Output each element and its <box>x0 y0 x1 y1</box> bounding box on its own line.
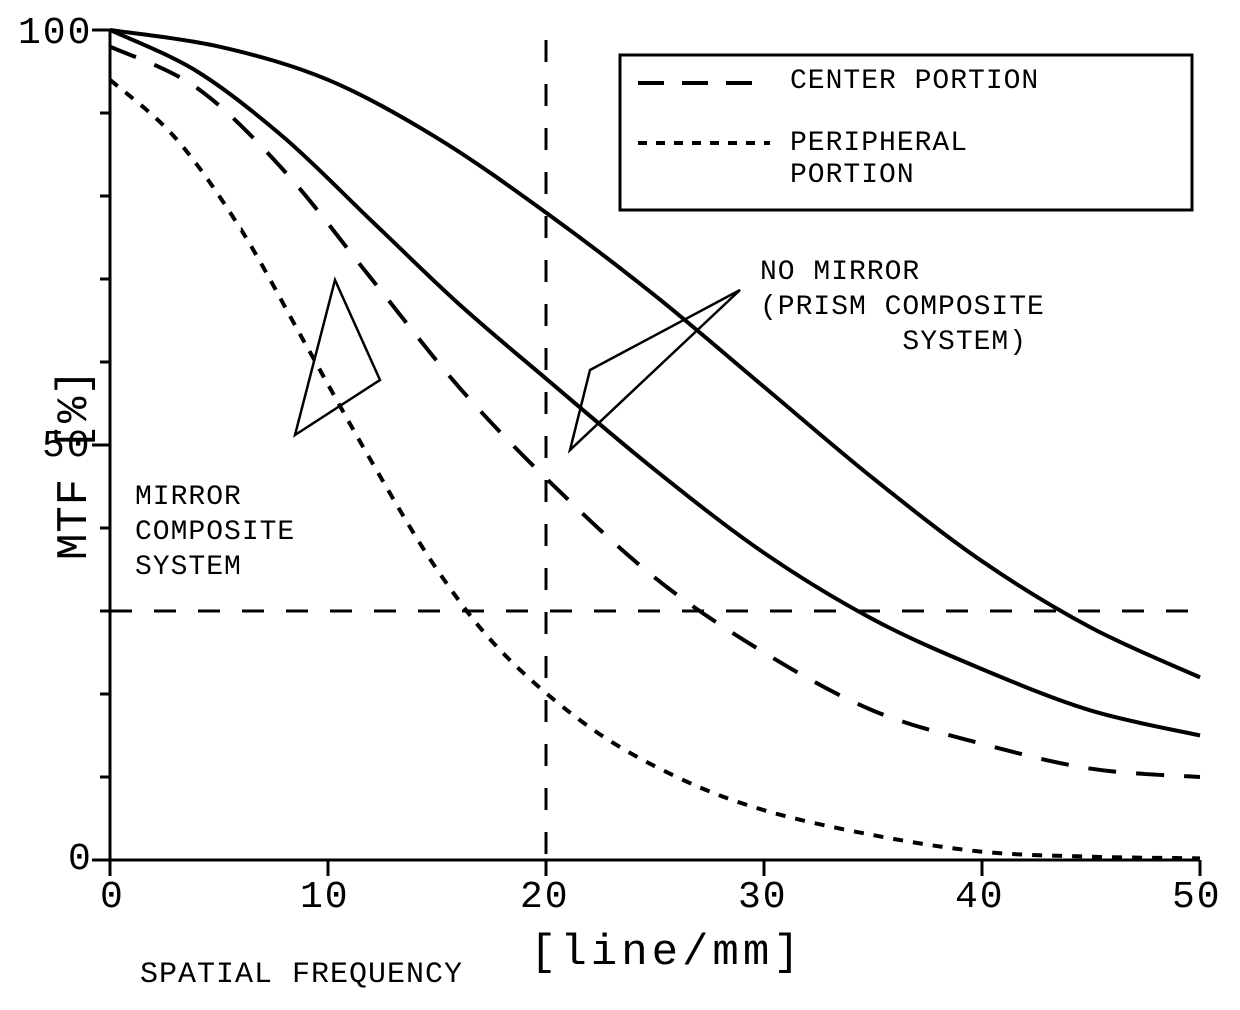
y-tick-100: 100 <box>18 12 92 55</box>
annotation-leader-1 <box>295 280 380 435</box>
x-tick-20: 20 <box>520 876 570 919</box>
x-axis-label: SPATIAL FREQUENCY <box>140 958 463 992</box>
x-tick-40: 40 <box>955 876 1005 919</box>
annotation-leader-0 <box>570 290 740 450</box>
mtf-chart: MTF [%] SPATIAL FREQUENCY [line/mm] CENT… <box>0 0 1240 1005</box>
axes <box>110 30 1200 860</box>
x-tick-30: 30 <box>738 876 788 919</box>
legend-item-peripheral: PERIPHERAL PORTION <box>790 128 968 192</box>
annotation-no-mirror: NO MIRROR (PRISM COMPOSITE SYSTEM) <box>760 255 1045 360</box>
x-axis-unit: [line/mm] <box>530 928 804 978</box>
x-tick-50: 50 <box>1172 876 1222 919</box>
x-tick-0: 0 <box>100 876 125 919</box>
series-no_mirror_peripheral <box>110 30 1200 736</box>
annotation-mirror: MIRROR COMPOSITE SYSTEM <box>135 480 295 585</box>
series-mirror_center <box>110 47 1200 777</box>
legend-item-center: CENTER PORTION <box>790 66 1039 97</box>
x-tick-10: 10 <box>300 876 350 919</box>
y-tick-50: 50 <box>42 425 92 468</box>
y-tick-0: 0 <box>68 838 93 881</box>
